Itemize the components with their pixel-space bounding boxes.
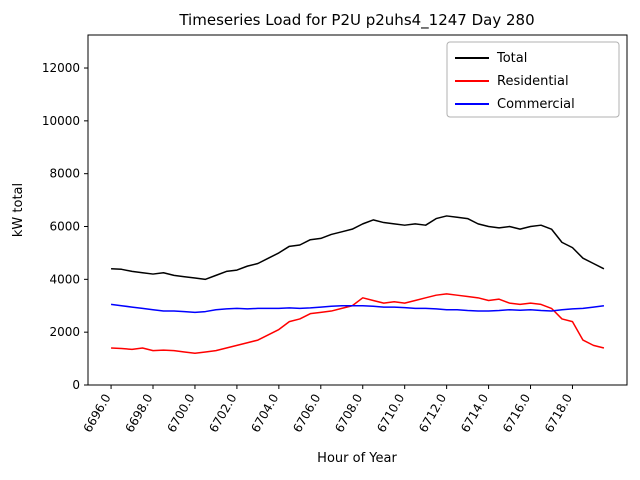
x-tick-label: 6700.0: [164, 392, 197, 435]
x-tick-label: 6716.0: [500, 392, 533, 435]
y-tick-label: 6000: [49, 220, 80, 234]
x-tick-label: 6710.0: [374, 392, 407, 435]
legend-label-total: Total: [496, 51, 527, 66]
y-tick-label: 4000: [49, 272, 80, 286]
x-tick-label: 6702.0: [206, 392, 239, 435]
legend: Total Residential Commercial: [446, 41, 620, 118]
y-axis-label: kW total: [11, 183, 26, 237]
x-tick-label: 6708.0: [332, 392, 365, 435]
chart-title: Timeseries Load for P2U p2uhs4_1247 Day …: [178, 11, 534, 30]
y-tick-label: 12000: [42, 61, 80, 75]
axes-frame: [87, 34, 628, 386]
series-line-commercial: [110, 303, 605, 314]
legend-label-commercial: Commercial: [497, 97, 575, 112]
x-tick-label: 6696.0: [81, 392, 114, 435]
x-tick-label: 6712.0: [416, 392, 449, 435]
y-tick-label: 10000: [42, 114, 80, 128]
legend-label-residential: Residential: [497, 74, 569, 89]
y-tick-label: 0: [72, 378, 80, 392]
y-tick-label: 2000: [49, 325, 80, 339]
x-axis-label: Hour of Year: [317, 451, 397, 466]
legend-box: [446, 41, 620, 118]
series-line-total: [111, 215, 605, 281]
x-tick-label: 6714.0: [458, 392, 491, 435]
x-tick-label: 6698.0: [122, 392, 155, 435]
x-axis-ticks: 6696.0 6698.0 6700.0 6702.0 6704.0 6706.0 6708…: [81, 385, 575, 435]
x-tick-label: 6706.0: [290, 392, 323, 435]
y-axis-ticks: 0 2000 4000 6000 8000 10000 12000: [42, 61, 88, 392]
y-tick-label: 8000: [49, 167, 80, 181]
x-tick-label: 6718.0: [542, 392, 575, 435]
series-line-residential: [111, 293, 605, 355]
plot-area: 6696.0 6698.0 6700.0 6702.0 6704.0 6706.0 6708…: [42, 34, 628, 435]
x-tick-label: 6704.0: [248, 392, 281, 435]
